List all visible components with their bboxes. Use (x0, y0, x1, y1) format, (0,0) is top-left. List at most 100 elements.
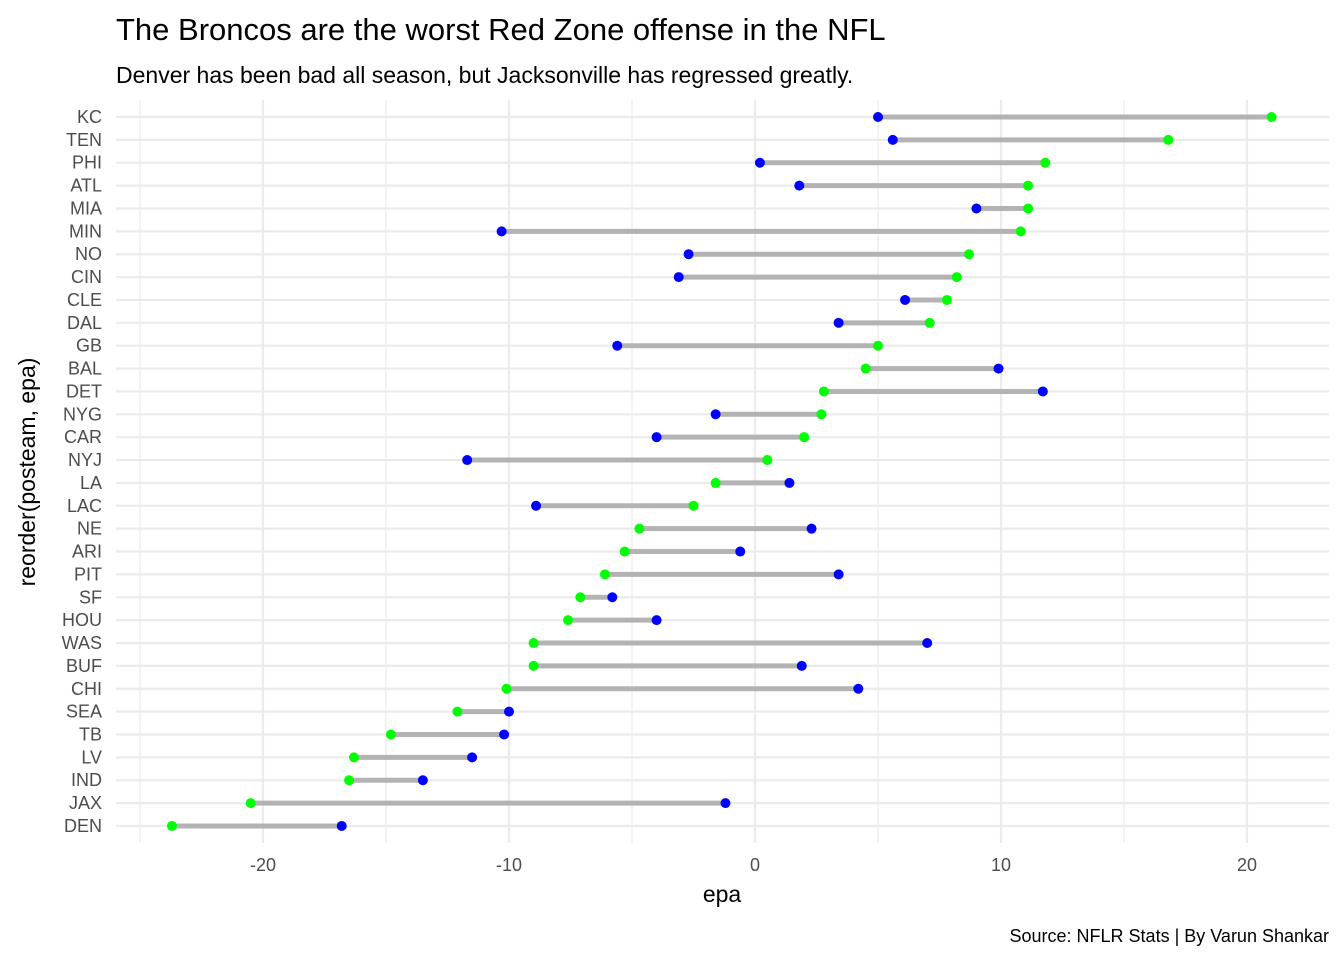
point-blue-lv (467, 752, 478, 763)
point-blue-ari (735, 546, 746, 557)
point-green-buf (528, 660, 539, 671)
y-tick-label: CLE (67, 290, 102, 310)
chart-subtitle: Denver has been bad all season, but Jack… (116, 62, 853, 88)
point-blue-tb (499, 729, 510, 740)
point-blue-dal (833, 317, 844, 328)
point-green-sf (575, 592, 586, 603)
point-green-nyj (762, 455, 773, 466)
x-tick-labels: -20 -10 0 10 20 (250, 855, 1257, 875)
point-blue-min (496, 226, 507, 237)
y-tick-label: TB (79, 724, 102, 744)
point-green-den (166, 820, 177, 831)
y-tick-label: NYJ (68, 450, 102, 470)
y-tick-label: GB (76, 336, 102, 356)
point-green-jax (245, 798, 256, 809)
point-blue-la (784, 477, 795, 488)
y-tick-label: CAR (64, 427, 102, 447)
y-tick-label: JAX (69, 793, 102, 813)
point-green-ind (344, 775, 355, 786)
y-tick-label: PIT (74, 564, 102, 584)
y-tick-label: CHI (71, 679, 102, 699)
point-green-gb (873, 340, 883, 351)
point-green-lv (349, 752, 360, 763)
points (166, 112, 1277, 831)
point-green-car (799, 432, 810, 443)
y-tick-label: WAS (62, 633, 102, 653)
y-tick-label: IND (71, 770, 102, 790)
point-green-phi (1040, 157, 1051, 168)
point-blue-ind (417, 775, 428, 786)
point-blue-sea (504, 706, 514, 717)
point-green-atl (1023, 180, 1034, 191)
point-green-ten (1163, 134, 1174, 145)
point-blue-nyg (710, 409, 721, 420)
y-tick-label: NYG (63, 404, 102, 424)
point-blue-den (336, 820, 347, 831)
segments (171, 114, 1272, 829)
y-tick-label: ATL (70, 176, 102, 196)
y-tick-label: DEN (64, 816, 102, 836)
point-green-sea (452, 706, 463, 717)
y-tick-label: NO (75, 244, 102, 264)
chart-title: The Broncos are the worst Red Zone offen… (116, 12, 886, 47)
x-tick-label: -10 (496, 855, 522, 875)
point-blue-chi (853, 683, 864, 694)
point-blue-car (651, 432, 662, 443)
y-tick-label: DAL (67, 313, 102, 333)
x-tick-label: 20 (1237, 855, 1257, 875)
point-green-det (818, 386, 829, 397)
point-green-hou (563, 615, 574, 626)
y-tick-label: TEN (66, 130, 102, 150)
point-blue-det (1037, 386, 1048, 397)
point-blue-cle (900, 294, 911, 305)
point-blue-hou (651, 615, 662, 626)
point-green-bal (860, 363, 871, 374)
point-green-dal (924, 317, 935, 328)
point-blue-lac (531, 500, 542, 511)
point-blue-sf (607, 592, 618, 603)
point-green-cle (941, 294, 952, 305)
y-tick-label: LAC (67, 496, 102, 516)
x-tick-label: -20 (250, 855, 276, 875)
y-tick-label: LV (81, 747, 102, 767)
y-tick-label: HOU (62, 610, 102, 630)
point-green-la (710, 477, 721, 488)
point-blue-no (683, 249, 694, 260)
point-green-min (1015, 226, 1026, 237)
x-axis-label: epa (703, 881, 742, 907)
point-blue-kc (873, 112, 883, 122)
point-blue-nyj (462, 455, 473, 466)
x-tick-label: 0 (750, 855, 760, 875)
chart-caption: Source: NFLR Stats | By Varun Shankar (1010, 926, 1329, 946)
y-tick-label: SF (79, 587, 102, 607)
y-tick-label: DET (66, 381, 102, 401)
point-blue-pit (833, 569, 844, 580)
point-green-ne (634, 523, 645, 534)
point-green-was (528, 638, 539, 649)
point-green-mia (1023, 203, 1034, 214)
point-green-lac (688, 500, 699, 511)
y-tick-label: MIA (70, 198, 102, 218)
point-blue-gb (612, 340, 623, 351)
point-blue-mia (971, 203, 982, 214)
point-green-ari (619, 546, 630, 557)
point-blue-jax (720, 798, 731, 809)
y-tick-label: PHI (72, 153, 102, 173)
y-tick-label: KC (77, 107, 102, 127)
point-blue-ne (806, 523, 817, 534)
point-green-chi (501, 683, 512, 694)
y-tick-label: MIN (69, 221, 102, 241)
gridlines (116, 100, 1329, 843)
point-green-kc (1266, 112, 1277, 122)
x-tick-label: 10 (991, 855, 1011, 875)
y-tick-label: NE (77, 519, 102, 539)
point-blue-was (922, 638, 933, 649)
point-green-tb (385, 729, 396, 740)
point-green-nyg (816, 409, 827, 420)
y-tick-label: CIN (71, 267, 102, 287)
y-tick-label: SEA (66, 702, 102, 722)
point-blue-phi (754, 157, 765, 168)
